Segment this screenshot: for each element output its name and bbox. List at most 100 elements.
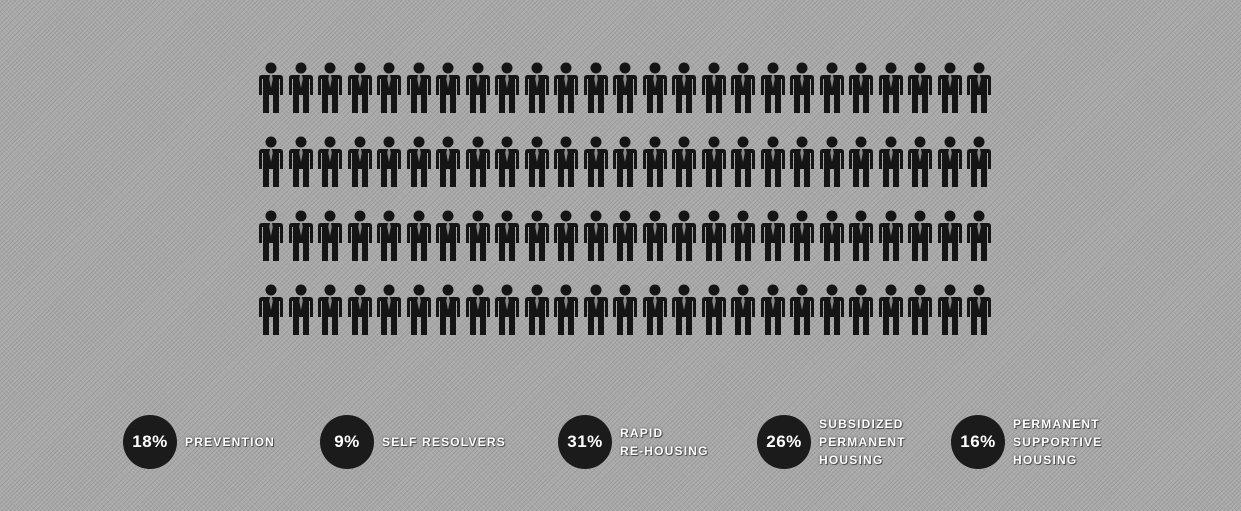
category-label: SELF RESOLVERS: [382, 433, 506, 451]
category-label-line: PERMANENT: [1013, 417, 1100, 431]
legend: 18% PREVENTION 9% SELF RESOLVERS 31% RAPID RE-…: [0, 400, 1241, 500]
person-icon: [699, 210, 729, 262]
category-label-line: PERMANENT: [819, 435, 906, 449]
person-icon: [699, 62, 729, 114]
person-icon: [935, 136, 965, 188]
person-icon: [522, 62, 552, 114]
percent-badge: 16%: [951, 415, 1005, 469]
percent-badge: 31%: [558, 415, 612, 469]
person-icon: [492, 210, 522, 262]
category-label-line: PREVENTION: [185, 435, 276, 449]
percent-badge: 9%: [320, 415, 374, 469]
person-icon: [935, 284, 965, 336]
person-icon: [492, 62, 522, 114]
category-label: PREVENTION: [185, 433, 275, 451]
person-icon: [640, 136, 670, 188]
person-icon: [964, 136, 994, 188]
person-icon: [640, 62, 670, 114]
person-icon: [640, 210, 670, 262]
person-icon: [581, 62, 611, 114]
person-icon: [286, 62, 316, 114]
category-label-line: SELF RESOLVERS: [382, 435, 506, 449]
person-icon: [286, 210, 316, 262]
person-icon: [846, 62, 876, 114]
person-icon: [728, 136, 758, 188]
category-label-line: RE-HOUSING: [620, 444, 709, 458]
person-icon: [846, 136, 876, 188]
category-label-line: HOUSING: [819, 453, 884, 467]
person-icon: [315, 136, 345, 188]
person-icon: [905, 210, 935, 262]
person-icon: [492, 136, 522, 188]
person-icon: [964, 62, 994, 114]
person-icon: [492, 284, 522, 336]
person-icon: [610, 210, 640, 262]
person-icon: [345, 62, 375, 114]
person-icon: [374, 210, 404, 262]
person-icon: [758, 284, 788, 336]
category-label: SUBSIDIZED PERMANENT HOUSING: [819, 415, 906, 469]
person-icon: [551, 210, 581, 262]
person-icon: [315, 210, 345, 262]
legend-item: 18% PREVENTION: [123, 412, 275, 472]
category-label: PERMANENT SUPPORTIVE HOUSING: [1013, 415, 1102, 469]
person-icon: [699, 136, 729, 188]
person-icon: [551, 62, 581, 114]
person-icon: [787, 62, 817, 114]
person-icon: [286, 136, 316, 188]
person-icon: [817, 284, 847, 336]
person-icon: [728, 284, 758, 336]
category-label-line: SUPPORTIVE: [1013, 435, 1103, 449]
person-icon: [610, 136, 640, 188]
person-icon: [463, 136, 493, 188]
person-icon: [256, 210, 286, 262]
person-icon: [404, 62, 434, 114]
person-icon: [669, 136, 699, 188]
person-icon: [463, 284, 493, 336]
person-icon: [905, 136, 935, 188]
percent-badge: 26%: [757, 415, 811, 469]
person-icon: [551, 136, 581, 188]
person-icon: [964, 284, 994, 336]
person-icon: [964, 210, 994, 262]
person-icon: [374, 284, 404, 336]
person-icon: [522, 210, 552, 262]
person-icon: [315, 62, 345, 114]
person-icon: [728, 62, 758, 114]
person-icon: [758, 62, 788, 114]
person-icon: [787, 210, 817, 262]
person-icon: [905, 284, 935, 336]
person-icon: [699, 284, 729, 336]
person-icon: [728, 210, 758, 262]
legend-item: 31% RAPID RE-HOUSING: [558, 412, 709, 472]
person-icon: [581, 210, 611, 262]
person-icon: [256, 62, 286, 114]
person-icon: [315, 284, 345, 336]
legend-item: 9% SELF RESOLVERS: [320, 412, 506, 472]
person-icon: [817, 62, 847, 114]
person-icon: [522, 284, 552, 336]
person-icon: [610, 62, 640, 114]
person-icon: [640, 284, 670, 336]
category-label-line: SUBSIDIZED: [819, 417, 904, 431]
person-icon: [433, 284, 463, 336]
person-icon: [905, 62, 935, 114]
legend-item: 16% PERMANENT SUPPORTIVE HOUSING: [951, 412, 1102, 472]
person-icon: [433, 136, 463, 188]
person-icon: [876, 62, 906, 114]
person-icon: [581, 136, 611, 188]
person-icon: [846, 284, 876, 336]
category-label-line: RAPID: [620, 426, 664, 440]
percent-badge: 18%: [123, 415, 177, 469]
person-icon: [610, 284, 640, 336]
person-icon: [522, 136, 552, 188]
person-icon: [345, 284, 375, 336]
person-icon: [256, 136, 286, 188]
category-label-line: HOUSING: [1013, 453, 1078, 467]
person-icon: [669, 284, 699, 336]
person-icon: [374, 62, 404, 114]
person-icon: [345, 210, 375, 262]
person-icon: [669, 62, 699, 114]
person-icon: [463, 210, 493, 262]
